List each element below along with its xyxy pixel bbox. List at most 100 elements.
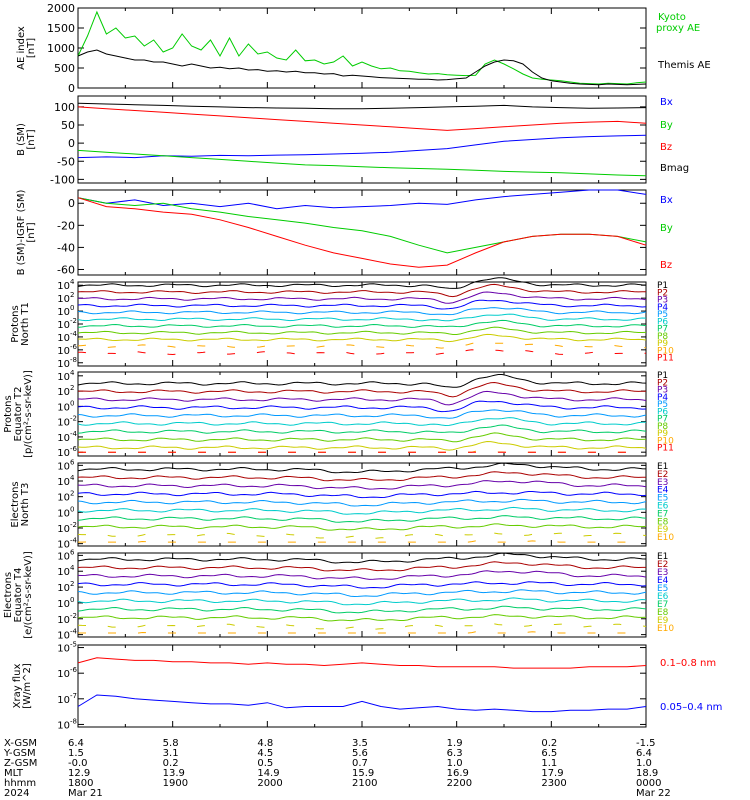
- flux-line-e1-E1: [77, 462, 647, 474]
- y-tick-label: 10: [57, 294, 70, 305]
- flux-line-e1-E2: [77, 471, 646, 482]
- flux-line-e2-E10: [78, 631, 646, 634]
- y-axis-label: Electrons: [10, 481, 21, 527]
- flux-line-e1-E6: [77, 506, 647, 515]
- y-tick-exponent: -6: [70, 445, 78, 453]
- legend-entry: E6: [657, 592, 669, 602]
- xray-line-1: [77, 694, 647, 713]
- y-tick-label: 10: [57, 477, 70, 488]
- y-axis-label-xray: Xray flux [W/m^2]: [12, 663, 33, 709]
- legend-entry: E3: [657, 478, 668, 488]
- y-axis-label: North T1: [20, 302, 31, 346]
- flux-line-p2-P6: [77, 417, 647, 427]
- table-cell: 3.5: [352, 738, 368, 749]
- flux-line-e2-E1: [77, 552, 647, 564]
- legend-entry: Bx: [660, 195, 673, 206]
- y-tick-label: -100: [50, 173, 75, 186]
- y-tick-exponent: -2: [70, 415, 77, 423]
- y-tick-label: 10: [57, 508, 70, 519]
- orbit-table: X-GSM 6.4 5.8 4.8 3.5 1.9 0.2 -1.5 Y-GSM 1.5 3.1 4.…: [3, 738, 671, 799]
- y-axis-label-p2: Protons Equator T2 [p/(cm²-s-sr-keV)]: [3, 370, 34, 458]
- legend-entry: E2: [657, 560, 668, 570]
- flux-line-p1-P7: [77, 319, 647, 328]
- series-line-b_sm-2: [77, 106, 647, 131]
- flux-line-p2-P4: [77, 400, 647, 413]
- table-cell: -1.5: [636, 738, 656, 749]
- table-cell: 1800: [68, 778, 93, 789]
- y-tick-label: 10: [57, 387, 70, 398]
- legend-entry: P10: [657, 436, 674, 446]
- legend-entry: P5: [657, 310, 668, 320]
- y-axis-label: [e/(cm²-s-sr-keV)]: [23, 551, 34, 639]
- legend-entry: E4: [657, 486, 669, 496]
- legend-entry: P2: [657, 288, 668, 298]
- flux-line-p1-P4: [77, 299, 647, 310]
- y-tick-label: 10: [57, 615, 70, 626]
- series-line-b_sm-1: [77, 149, 647, 177]
- y-tick-label: -60: [57, 263, 75, 276]
- y-tick-exponent: -8: [70, 356, 77, 364]
- series-line-b_igrf-2: [77, 197, 647, 268]
- flux-line-p1-P10: [77, 341, 647, 349]
- legend-entry: E7: [657, 600, 668, 610]
- legend-entry: E6: [657, 502, 669, 512]
- legend-entry: P10: [657, 346, 674, 356]
- series-line-b_sm-3: [77, 102, 647, 110]
- y-tick-label: 10: [57, 402, 70, 413]
- legend-entry: P4: [657, 303, 668, 313]
- flux-line-p2-P3: [77, 390, 647, 406]
- table-cell: 1.5: [68, 748, 84, 759]
- table-cell: Mar 21: [68, 788, 103, 799]
- legend-entry: P7: [657, 325, 668, 335]
- legend-entry: P8: [657, 332, 668, 342]
- legend-entry: E9: [657, 616, 669, 626]
- legend-entry: E1: [657, 552, 668, 562]
- table-row-label: MLT: [4, 768, 24, 779]
- table-cell: 2300: [541, 778, 566, 789]
- legend-entry: E5: [657, 494, 668, 504]
- table-row-label: 2024: [4, 788, 29, 799]
- legend-entry: E10: [657, 533, 674, 543]
- table-cell: 6.4: [636, 748, 652, 759]
- legend-entry: P3: [657, 296, 668, 306]
- legend-entry: E7: [657, 509, 668, 519]
- y-tick-exponent: -4: [70, 330, 78, 338]
- series-line-b_sm-0: [77, 134, 647, 159]
- flux-line-e2-E6: [77, 597, 647, 606]
- legend-entry: By: [660, 223, 673, 234]
- legend-entry: Bz: [660, 260, 672, 271]
- y-tick-exponent: 2: [70, 291, 74, 299]
- y-tick-label: 2000: [47, 2, 75, 15]
- legend-entry: P11: [657, 444, 674, 454]
- flux-line-p2-P7: [77, 424, 647, 434]
- y-tick-label: 10: [57, 631, 70, 642]
- y-tick-exponent: 0: [70, 399, 74, 407]
- y-tick-label: 1500: [47, 22, 75, 35]
- flux-line-p1-P3: [77, 291, 647, 304]
- y-axis-label: Equator T4: [13, 568, 24, 623]
- table-row-label: X-GSM: [4, 738, 37, 749]
- flux-line-p2-P8: [77, 432, 647, 443]
- table-cell: 2100: [352, 778, 377, 789]
- y-tick-label: 10: [57, 599, 70, 610]
- y-tick-exponent: -2: [70, 317, 77, 325]
- table-cell: 18.9: [636, 768, 658, 779]
- y-tick-exponent: 0: [70, 505, 74, 513]
- table-row-label: Z-GSM: [4, 758, 37, 769]
- table-cell: 1.1: [541, 758, 557, 769]
- y-tick-label: 0: [68, 82, 75, 95]
- table-cell: 16.9: [447, 768, 469, 779]
- legend-entry: 0.1–0.8 nm: [660, 658, 716, 669]
- table-cell: 17.9: [541, 768, 563, 779]
- flux-line-p2-P5: [77, 409, 647, 419]
- flux-line-p1-P9: [77, 333, 647, 343]
- y-tick-label: 10: [57, 524, 70, 535]
- legend-entry: Themis AE: [657, 60, 711, 71]
- flux-line-e2-E5: [77, 589, 647, 598]
- table-cell: -0.0: [68, 758, 88, 769]
- table-cell: Mar 22: [636, 788, 671, 799]
- flux-line-p1-P5: [77, 307, 647, 316]
- y-tick-exponent: -6: [70, 343, 78, 351]
